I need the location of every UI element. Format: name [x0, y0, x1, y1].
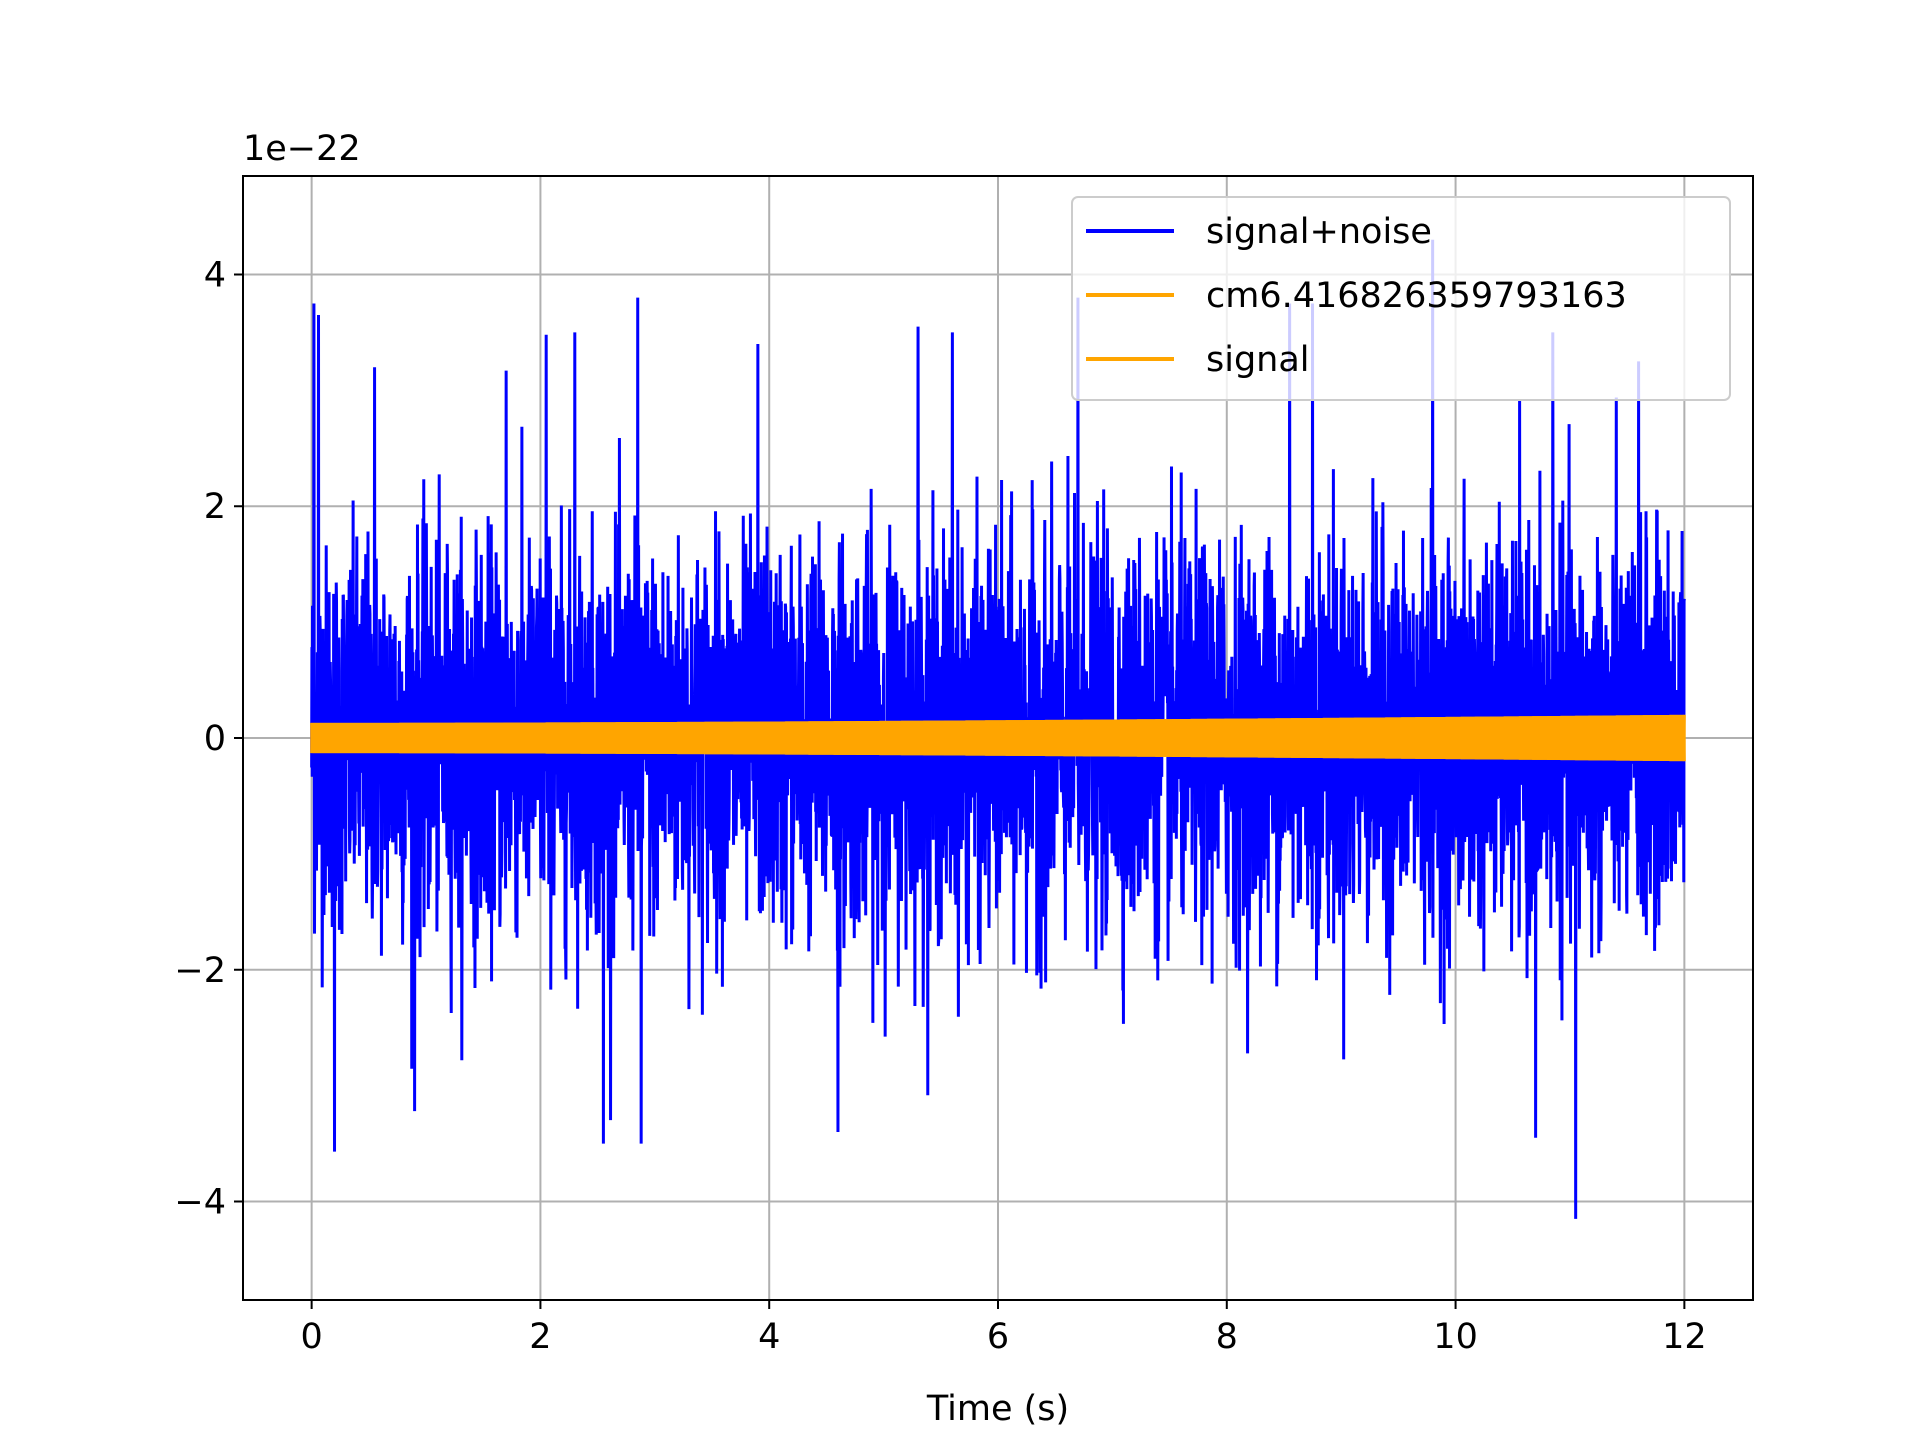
- x-tick-label-3: 6: [987, 1317, 1009, 1357]
- legend-label-signal-noise: signal+noise: [1206, 212, 1432, 252]
- x-axis-label: Time (s): [926, 1389, 1069, 1429]
- y-tick-label-1: −2: [174, 951, 226, 991]
- x-tick-label-5: 10: [1433, 1317, 1478, 1357]
- y-axis: −4 −2 0 2 4: [174, 255, 243, 1223]
- x-tick-label-1: 2: [529, 1317, 551, 1357]
- x-tick-label-6: 12: [1662, 1317, 1707, 1357]
- y-offset-label: 1e−22: [243, 129, 361, 169]
- x-tick-label-0: 0: [300, 1317, 322, 1357]
- legend-label-cm: cm6.416826359793163: [1206, 276, 1627, 316]
- series-signal-noise: [310, 239, 1686, 1219]
- y-tick-label-0: −4: [174, 1183, 226, 1223]
- y-tick-label-3: 2: [204, 487, 226, 527]
- x-tick-label-4: 8: [1216, 1317, 1238, 1357]
- series-signal: [310, 714, 1686, 762]
- y-tick-label-2: 0: [204, 719, 226, 759]
- legend-frame: [1071, 196, 1731, 401]
- x-axis: 0 2 4 6 8 10 12: [300, 1300, 1707, 1357]
- x-tick-label-2: 4: [758, 1317, 780, 1357]
- legend: signal+noise cm6.416826359793163 signal: [1071, 196, 1731, 401]
- y-tick-label-4: 4: [204, 255, 226, 295]
- series-layer: [310, 239, 1686, 1219]
- legend-label-signal: signal: [1206, 340, 1310, 380]
